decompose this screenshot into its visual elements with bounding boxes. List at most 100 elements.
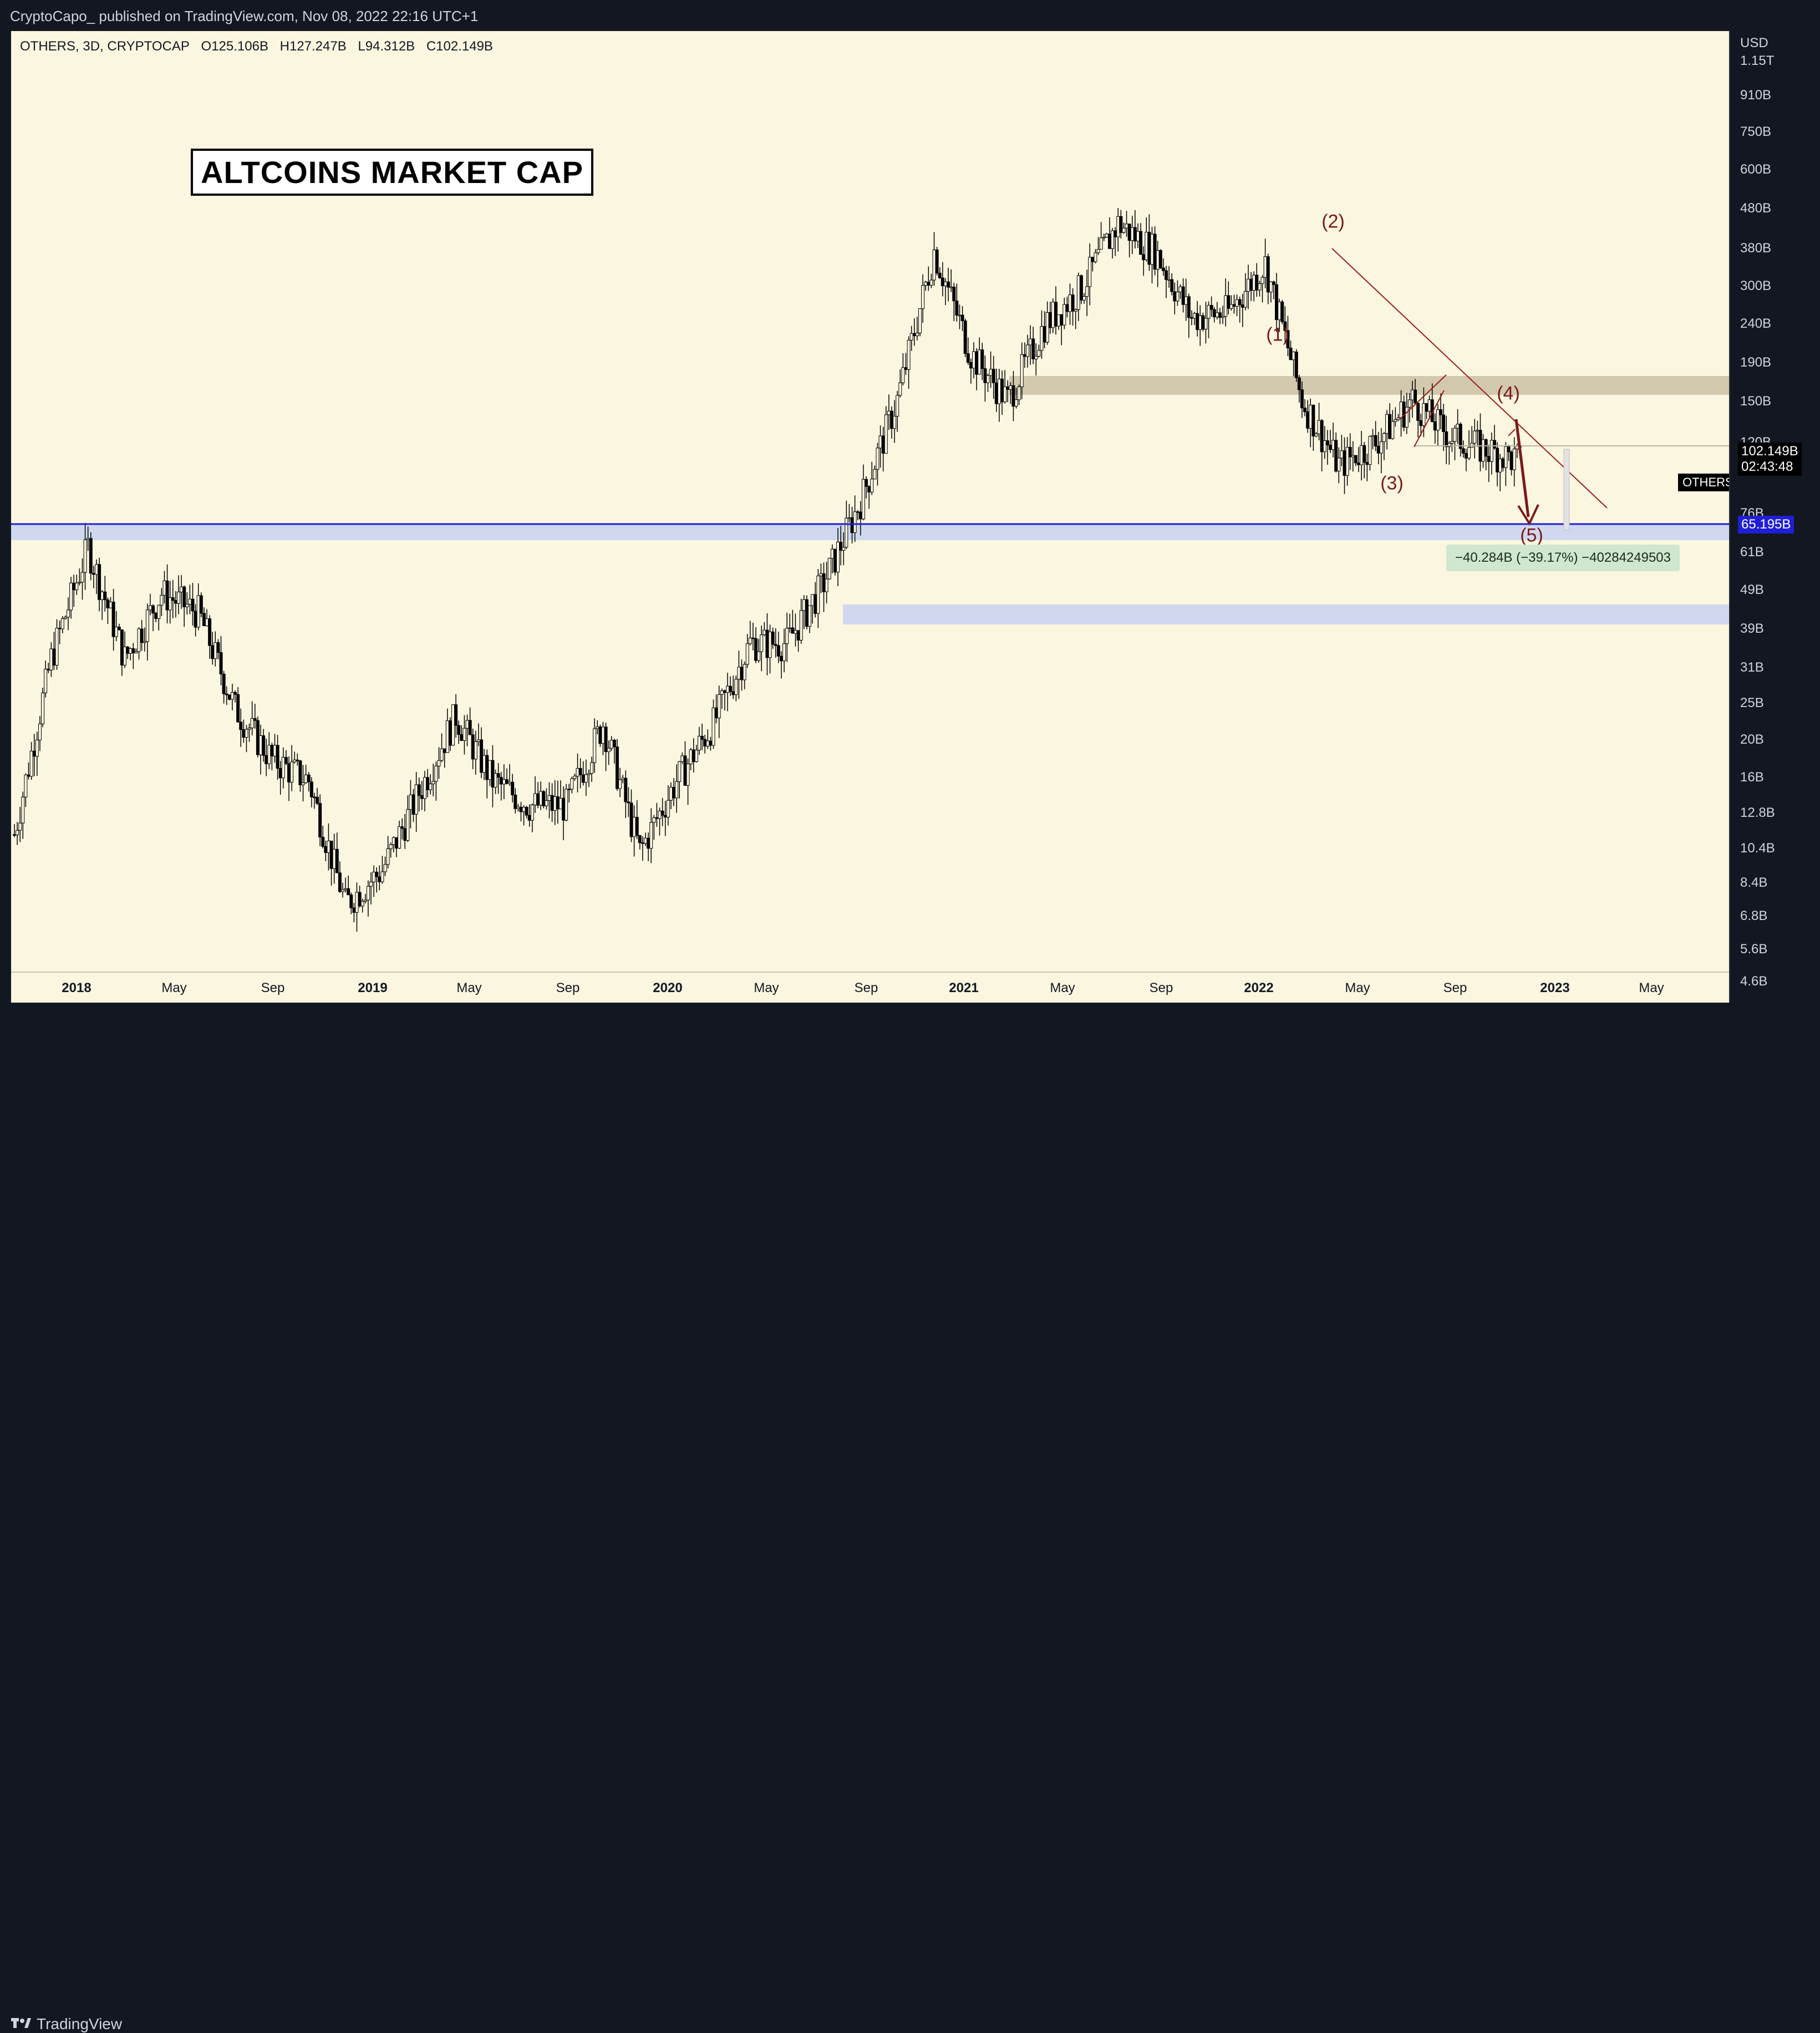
support-zone-lower[interactable]	[843, 604, 1729, 624]
candle	[1263, 256, 1267, 278]
candle	[1023, 354, 1026, 357]
candle	[69, 582, 73, 611]
candle	[901, 367, 905, 383]
candle	[1343, 450, 1346, 476]
resistance-zone[interactable]	[1009, 376, 1729, 395]
candle	[1181, 286, 1185, 305]
measure-label[interactable]: −40.284B (−39.17%) −40284249503	[1446, 545, 1680, 571]
support-zone-upper[interactable]	[11, 524, 1729, 540]
wave-label-2[interactable]: (2)	[1321, 211, 1345, 232]
wedge-line-upper[interactable]	[1399, 374, 1447, 420]
candle	[1309, 404, 1313, 429]
candle	[567, 789, 571, 790]
candle	[18, 822, 22, 831]
projection-arrow[interactable]	[1514, 419, 1530, 517]
candle	[157, 604, 161, 619]
candle	[389, 844, 393, 850]
candle	[420, 795, 424, 799]
candle	[1461, 448, 1465, 454]
candle	[1218, 312, 1222, 318]
wave-label-3[interactable]: (3)	[1380, 472, 1404, 494]
candle	[782, 643, 786, 662]
candle	[1399, 401, 1403, 419]
candle	[1447, 443, 1451, 448]
candle	[649, 822, 653, 849]
candle	[867, 486, 871, 492]
candle	[1000, 378, 1004, 403]
candle	[89, 538, 93, 574]
candle	[160, 594, 164, 606]
candle	[573, 776, 577, 779]
candle	[807, 605, 811, 627]
candle	[494, 773, 497, 788]
candle	[1345, 446, 1349, 476]
candle	[924, 281, 928, 286]
candle	[1317, 420, 1321, 434]
chart-pane[interactable]: OTHERS, 3D, CRYPTOCAP O125.106B H127.247…	[11, 31, 1729, 1003]
candle	[131, 648, 135, 654]
candle	[1439, 409, 1443, 415]
candle	[1043, 326, 1046, 343]
consolidation-line[interactable]	[1508, 429, 1516, 436]
candle	[378, 876, 382, 882]
candle	[833, 548, 837, 573]
key-level-label: 65.195B	[1738, 516, 1794, 533]
candle	[647, 837, 650, 849]
symbol-name[interactable]: OTHERS, 3D, CRYPTOCAP	[20, 39, 190, 54]
wave-label-1[interactable]: (1)	[1266, 324, 1289, 345]
candle	[570, 778, 574, 790]
candle	[1082, 296, 1086, 301]
candle	[360, 901, 364, 907]
candle	[485, 755, 489, 780]
candle	[253, 718, 257, 721]
candle	[873, 469, 877, 480]
candle	[468, 720, 472, 735]
candle	[262, 735, 266, 756]
price-tick-label: 61B	[1740, 545, 1764, 560]
candle	[1306, 411, 1310, 429]
candle	[915, 333, 919, 337]
candle	[98, 564, 101, 600]
time-axis[interactable]: 2018 May Sep 2019 May Sep 2020 May Sep 2021 May Sep…	[11, 972, 1729, 1004]
ohlc-close: C102.149B	[426, 39, 493, 54]
candle	[881, 435, 885, 454]
candle	[887, 410, 891, 415]
candle	[921, 285, 925, 309]
candle	[1249, 278, 1253, 291]
candle	[1139, 231, 1143, 255]
candle	[720, 690, 724, 695]
candle	[321, 837, 325, 847]
candle	[245, 729, 248, 738]
downtrend-line[interactable]	[1331, 248, 1608, 509]
candle	[1034, 355, 1038, 359]
candle	[1414, 389, 1417, 404]
candle	[760, 634, 764, 652]
candle	[41, 693, 45, 724]
candle	[1238, 299, 1242, 306]
candle	[1385, 414, 1389, 434]
candle	[369, 882, 373, 887]
candle	[802, 599, 806, 611]
candle	[273, 745, 277, 756]
brand-logo[interactable]: TradingView	[11, 2015, 122, 2033]
candle	[1156, 250, 1160, 270]
candle	[491, 760, 495, 788]
candle	[590, 762, 594, 774]
candle	[743, 664, 746, 680]
candle	[1407, 399, 1411, 408]
candle	[966, 353, 970, 363]
symbol-ohlc-legend[interactable]: OTHERS, 3D, CRYPTOCAP O125.106B H127.247…	[20, 39, 501, 54]
candle	[672, 786, 676, 799]
candle	[380, 871, 384, 882]
candle	[482, 755, 486, 773]
wedge-line-lower[interactable]	[1414, 390, 1445, 448]
candle	[714, 707, 718, 719]
measure-range[interactable]	[1563, 449, 1570, 531]
wave-label-5[interactable]: (5)	[1520, 525, 1543, 546]
chart-canvas[interactable]	[11, 31, 1729, 972]
wave-label-4[interactable]: (4)	[1497, 383, 1520, 404]
candle	[907, 339, 911, 370]
time-tick-label: 2018	[62, 980, 91, 995]
candle	[929, 279, 933, 286]
chart-title-annotation[interactable]: ALTCOINS MARKET CAP	[191, 149, 593, 196]
